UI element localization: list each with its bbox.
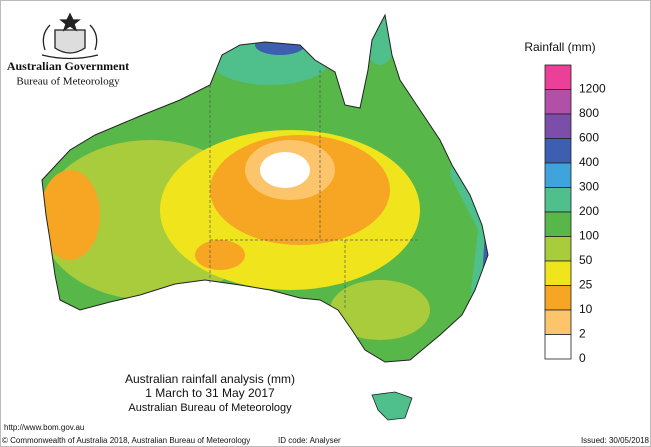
coastline <box>41 13 489 363</box>
state-borders <box>209 70 420 310</box>
legend-label: 600 <box>579 131 599 145</box>
legend-swatch <box>544 211 572 237</box>
legend-label: 2 <box>579 327 586 341</box>
legend-swatch <box>544 64 572 90</box>
legend-label: 300 <box>579 180 599 194</box>
legend-swatch <box>544 334 572 360</box>
legend-swatch <box>544 187 572 213</box>
caption-line: 1 March to 31 May 2017 <box>145 386 275 400</box>
caption-line: Australian Bureau of Meteorology <box>128 402 292 414</box>
issued: Issued: 30/05/2018 <box>581 436 650 445</box>
copyright: © Commonwealth of Australia 2018, Austra… <box>2 436 250 445</box>
legend-swatch <box>544 285 572 311</box>
legend-label: 200 <box>579 204 599 218</box>
crest <box>41 12 99 60</box>
legend-swatch <box>544 113 572 139</box>
legend-swatch <box>544 236 572 262</box>
legend-swatch <box>544 260 572 286</box>
header-subtitle: Bureau of Meteorology <box>16 76 120 88</box>
legend-label: 400 <box>579 155 599 169</box>
legend-label: 0 <box>579 351 586 365</box>
header-title: Australian Government <box>7 59 129 73</box>
legend-swatch <box>544 162 572 188</box>
legend-swatch <box>544 89 572 115</box>
legend: 1200 800 600 400 300 200 100 50 25 10 2 0 <box>544 64 606 365</box>
legend-title: Rainfall (mm) <box>524 40 595 54</box>
caption-line: Australian rainfall analysis (mm) <box>125 372 295 386</box>
legend-label: 800 <box>579 106 599 120</box>
tasmania <box>371 391 413 421</box>
legend-label: 1200 <box>579 82 606 96</box>
id-code: ID code: Analyser <box>278 436 341 445</box>
legend-label: 50 <box>579 253 593 267</box>
url: http://www.bom.gov.au <box>4 423 84 432</box>
legend-label: 25 <box>579 278 593 292</box>
legend-swatch <box>544 309 572 335</box>
legend-label: 10 <box>579 302 593 316</box>
legend-label: 100 <box>579 229 599 243</box>
legend-swatch <box>544 138 572 164</box>
